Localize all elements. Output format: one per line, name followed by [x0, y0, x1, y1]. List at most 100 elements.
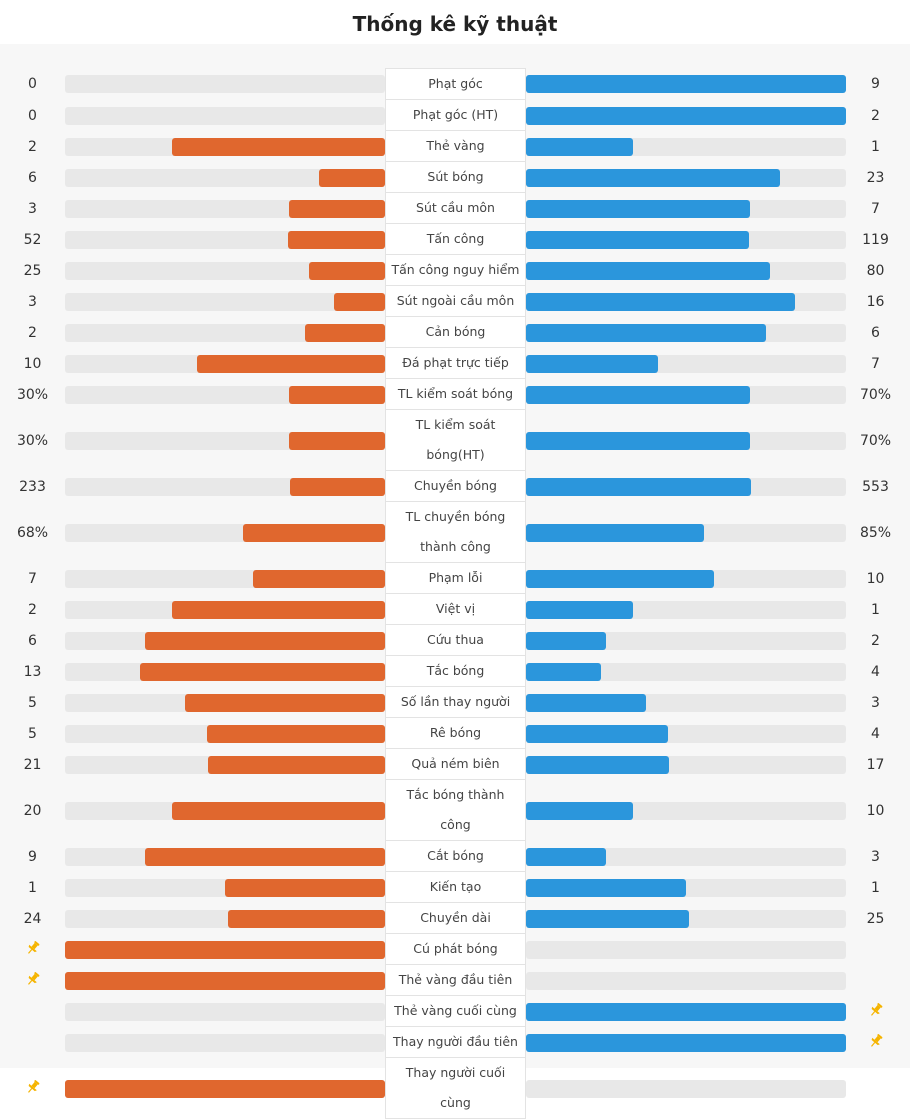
stat-row: 6 Sút bóng 23: [0, 162, 910, 193]
away-track: [526, 878, 846, 897]
stat-row: 13 Tắc bóng 4: [0, 656, 910, 687]
away-bar: [526, 199, 750, 218]
away-bar: [526, 801, 633, 820]
home-bar: [308, 261, 385, 280]
home-bar: [140, 662, 385, 681]
home-bar: [208, 755, 385, 774]
home-value: [0, 1079, 65, 1099]
stat-label: Phạm lỗi: [385, 563, 526, 594]
home-value: 20: [23, 802, 42, 819]
home-value: 10: [23, 355, 42, 372]
away-value: 85%: [859, 524, 892, 541]
away-track: [526, 847, 846, 866]
home-track: [65, 75, 385, 93]
home-track: [65, 168, 385, 187]
stat-label: Thay người cuối cùng: [385, 1058, 526, 1119]
stat-row: 5 Số lần thay người 3: [0, 687, 910, 718]
stat-row: 2 Việt vị 1: [0, 594, 910, 625]
home-bar: [305, 323, 385, 342]
away-value: 23: [866, 169, 885, 186]
home-track: [65, 292, 385, 311]
stat-label: Tắc bóng thành công: [385, 780, 526, 841]
away-value: 3: [871, 848, 880, 865]
away-bar: [526, 878, 686, 897]
bar: [526, 1002, 846, 1021]
home-value: [0, 940, 65, 960]
stat-row: Thay người đầu tiên: [0, 1027, 910, 1058]
stat-label: Số lần thay người: [385, 687, 526, 718]
title: Thống kê kỹ thuật: [352, 12, 558, 36]
home-track: [65, 569, 385, 588]
home-bar: [334, 292, 385, 311]
home-value: 52: [23, 231, 42, 248]
stat-label: Đá phạt trực tiếp: [385, 348, 526, 379]
pin-icon: [27, 971, 39, 985]
home-track: [65, 724, 385, 743]
away-value: 7: [871, 200, 880, 217]
away-value: 7: [871, 355, 880, 372]
away-bar: [526, 631, 606, 650]
stat-row: 3 Sút ngoài cầu môn 16: [0, 286, 910, 317]
away-value: 70%: [859, 386, 892, 403]
stat-row: 7 Phạm lỗi 10: [0, 563, 910, 594]
home-track: [65, 1002, 385, 1021]
away-bar: [526, 693, 646, 712]
home-bar: [145, 847, 385, 866]
stat-label: TL chuyền bóng thành công: [385, 502, 526, 563]
away-bar: [526, 724, 669, 743]
home-bar: [289, 199, 385, 218]
page: Thống kê kỹ thuật 0 Phạt góc 9 0 Phạt góc (H…: [0, 12, 910, 1119]
stat-row: 2 Thẻ vàng 1: [0, 131, 910, 162]
away-value: 4: [871, 725, 880, 742]
stat-label: Rê bóng: [385, 718, 526, 749]
away-track: [526, 431, 846, 450]
away-value: 70%: [859, 432, 892, 449]
away-track: [526, 137, 846, 156]
home-value: 30%: [16, 432, 49, 449]
stat-row: 0 Phạt góc 9: [0, 68, 910, 100]
stat-label: Kiến tạo: [385, 872, 526, 903]
away-value: 2: [871, 107, 880, 124]
away-value: [846, 1002, 905, 1022]
stat-label: Phạt góc (HT): [385, 100, 526, 131]
home-track: [65, 199, 385, 218]
home-value: 0: [28, 107, 37, 124]
away-track: [526, 971, 846, 990]
home-track: [65, 137, 385, 156]
stat-label: Việt vị: [385, 594, 526, 625]
stat-label: Thẻ vàng cuối cùng: [385, 996, 526, 1027]
stat-label: TL kiểm soát bóng: [385, 379, 526, 410]
away-track: [526, 523, 846, 542]
away-track: [526, 940, 846, 959]
stats-panel: 0 Phạt góc 9 0 Phạt góc (HT) 2 2 Thẻ vàng 1 6 Sút …: [0, 44, 910, 1119]
home-value: 7: [28, 570, 37, 587]
home-track: [65, 600, 385, 619]
stat-label: Thay người đầu tiên: [385, 1027, 526, 1058]
away-value: 1: [871, 138, 880, 155]
home-value: 30%: [16, 386, 49, 403]
stat-label: Cắt bóng: [385, 841, 526, 872]
bar: [65, 971, 385, 990]
away-track: [526, 477, 846, 496]
home-bar: [289, 385, 385, 404]
stat-label: Chuyền dài: [385, 903, 526, 934]
bar: [65, 1079, 385, 1098]
home-value: 6: [28, 632, 37, 649]
away-track: [526, 168, 846, 187]
away-bar: [526, 230, 749, 249]
stat-label: Sút cầu môn: [385, 193, 526, 224]
home-track: [65, 261, 385, 280]
away-bar: [526, 662, 602, 681]
stat-row: Cú phát bóng: [0, 934, 910, 965]
stat-label: Sút bóng: [385, 162, 526, 193]
away-track: [526, 693, 846, 712]
home-bar: [196, 354, 385, 373]
home-track: [65, 662, 385, 681]
stat-row: 3 Sút cầu môn 7: [0, 193, 910, 224]
away-track: [526, 230, 846, 249]
away-track: [526, 354, 846, 373]
away-track: [526, 724, 846, 743]
away-bar: [526, 847, 606, 866]
home-value: 24: [23, 910, 42, 927]
away-bar: [526, 477, 752, 496]
